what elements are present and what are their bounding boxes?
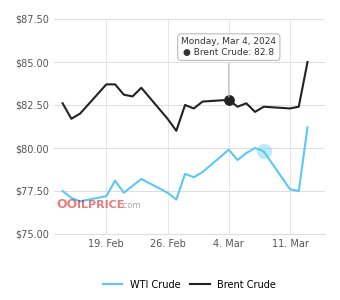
Text: OO: OO (56, 198, 78, 211)
Point (226, 98, 232, 102)
Text: Monday, Mar 4, 2024
● Brent Crude: 82.8: Monday, Mar 4, 2024 ● Brent Crude: 82.8 (181, 38, 276, 97)
Text: .com: .com (120, 201, 141, 210)
Text: ILPRICE: ILPRICE (77, 200, 124, 210)
Legend: WTI Crude, Brent Crude: WTI Crude, Brent Crude (99, 276, 280, 294)
Point (261, 149, 267, 154)
